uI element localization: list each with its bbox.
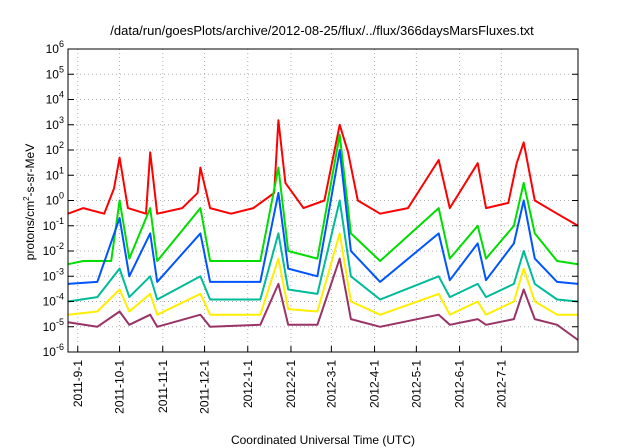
x-tick-label: 2012-7-1 — [494, 360, 508, 408]
series-line-5 — [67, 232, 578, 316]
y-axis-ticks: 10-6 10-5 10-4 10-3 10-2 10-1 100 101 102 103 104 1… — [43, 39, 578, 359]
y-tick-label: 102 — [46, 140, 64, 157]
y-tick-label: 10-3 — [43, 266, 64, 283]
y-tick-label: 104 — [46, 90, 64, 107]
x-tick-label: 2012-1-1 — [241, 360, 255, 408]
y-tick-label: 10-4 — [43, 292, 64, 309]
x-tick-label: 2012-4-1 — [368, 360, 382, 408]
y-axis-label-base: protons/cm — [23, 201, 37, 260]
x-tick-label: 2011-10-1 — [113, 360, 127, 414]
x-tick-label: 2011-12-1 — [198, 360, 212, 414]
x-tick-label: 2012-5-1 — [409, 360, 423, 408]
series-line-2 — [67, 133, 579, 266]
x-tick-label: 2012-3-1 — [324, 360, 338, 408]
series-line-6 — [67, 257, 579, 341]
y-axis-label: protons/cm2-s-sr-MeV — [22, 144, 37, 260]
y-tick-label: 103 — [46, 115, 64, 132]
x-tick-label: 2012-6-1 — [453, 360, 467, 408]
y-tick-label: 10-6 — [43, 342, 64, 359]
chart-title: /data/run/goesPlots/archive/2012-08-25/f… — [110, 23, 534, 38]
x-tick-label: 2011-9-1 — [71, 360, 85, 407]
y-tick-label: 101 — [46, 165, 64, 182]
x-axis-ticks: 2011-9-1 2011-10-1 2011-11-1 2011-12-1 2012-… — [71, 346, 508, 414]
series-line-3 — [67, 149, 579, 285]
series-lines — [67, 119, 579, 341]
y-tick-label: 10-1 — [43, 216, 64, 233]
y-axis-label-sup: 2 — [22, 196, 31, 201]
y-tick-label: 106 — [46, 39, 64, 56]
y-tick-label: 10-5 — [43, 317, 64, 334]
series-line-4 — [67, 199, 579, 303]
series-line-1 — [67, 119, 579, 227]
y-tick-label: 105 — [46, 64, 64, 81]
y-tick-label: 100 — [46, 191, 64, 208]
x-tick-label: 2012-2-1 — [284, 360, 298, 408]
y-tick-label: 10-2 — [43, 241, 64, 258]
x-axis-label: Coordinated Universal Time (UTC) — [231, 433, 415, 447]
x-tick-label: 2011-11-1 — [156, 360, 170, 413]
y-axis-label-rest: -s-sr-MeV — [23, 144, 37, 197]
